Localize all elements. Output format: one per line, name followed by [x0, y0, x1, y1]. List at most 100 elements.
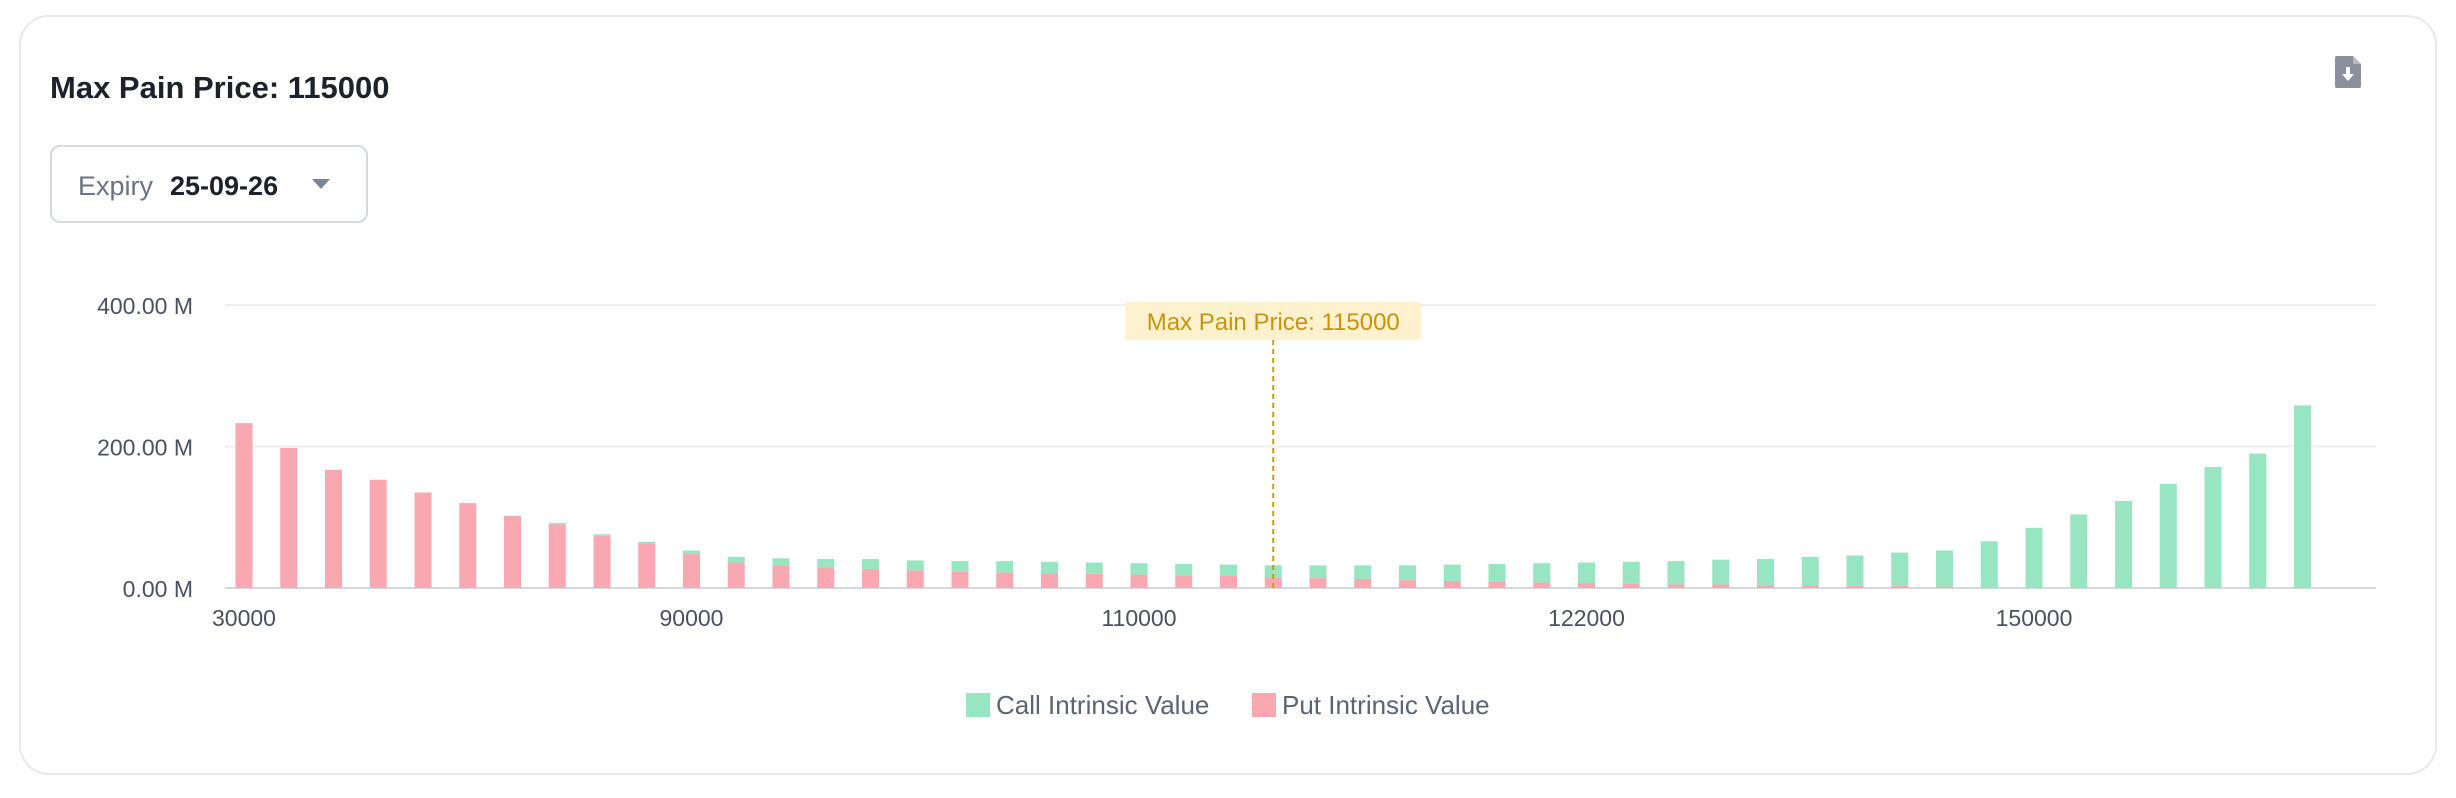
put-bar: [1085, 573, 1103, 588]
expiry-value: 25-09-26: [170, 171, 279, 201]
put-bar: [1936, 586, 1953, 588]
call-bar: [906, 560, 924, 571]
put-bar: [593, 535, 611, 588]
y-tick-label: 0.00 M: [123, 576, 193, 602]
call-bar: [1220, 564, 1237, 576]
put-bar: [1757, 585, 1774, 588]
y-tick-label: 400.00 M: [97, 293, 193, 319]
put-bar: [235, 423, 253, 588]
call-bar: [1175, 563, 1193, 576]
max-pain-label: Max Pain Price: 115000: [1147, 309, 1400, 336]
call-bar: [2159, 483, 2177, 588]
put-bar: [1578, 583, 1595, 588]
chart-grid: [225, 304, 2376, 589]
call-bar: [1533, 563, 1551, 583]
put-bar: [1488, 581, 1506, 588]
call-bar: [1309, 565, 1327, 579]
put-bar: [414, 492, 432, 588]
call-bar: [1801, 556, 1819, 586]
put-bar: [638, 543, 656, 588]
call-bar: [1443, 564, 1461, 581]
call-bar: [772, 558, 790, 566]
call-bar: [2025, 527, 2043, 588]
call-bar: [2204, 467, 2222, 588]
put-bar: [548, 524, 566, 588]
put-bar: [1130, 574, 1148, 588]
call-bar: [862, 558, 879, 569]
legend-label-put: Put Intrinsic Value: [1282, 689, 1490, 720]
call-bar: [1085, 562, 1103, 574]
put-bar: [504, 515, 521, 588]
call-bar: [1622, 561, 1640, 584]
chart-legend: Call Intrinsic Value Put Intrinsic Value: [0, 688, 2456, 722]
x-tick-label: 150000: [1996, 605, 2073, 631]
put-bar: [1891, 585, 1909, 588]
y-tick-label: 200.00 M: [97, 435, 193, 461]
x-tick-label: 110000: [1101, 605, 1176, 631]
legend-swatch-put: [1252, 693, 1276, 717]
call-bar: [1354, 565, 1372, 579]
call-bar: [1891, 552, 1909, 586]
y-axis-labels: 0.00 M 200.00 M 400.00 M: [97, 293, 193, 602]
call-bar: [1667, 561, 1685, 585]
put-bar: [772, 565, 790, 588]
put-bar: [325, 469, 342, 588]
call-bar: [2249, 453, 2267, 588]
call-bar: [1757, 558, 1774, 586]
call-bar: [817, 558, 835, 568]
call-bar: [996, 561, 1014, 573]
chevron-down-icon: [312, 179, 330, 189]
put-bar: [1220, 575, 1237, 588]
legend-item-put[interactable]: Put Intrinsic Value: [1252, 688, 1490, 722]
put-bar: [1264, 577, 1282, 588]
call-bar: [2294, 405, 2311, 588]
call-bar: [1578, 562, 1595, 584]
legend-label-call: Call Intrinsic Value: [996, 689, 1210, 720]
put-bar: [1041, 573, 1058, 588]
call-bar: [638, 542, 656, 544]
put-bar: [1354, 578, 1372, 588]
put-bar: [280, 447, 298, 588]
put-bar: [862, 568, 879, 588]
call-bar: [1041, 561, 1058, 574]
download-icon[interactable]: [2334, 55, 2362, 89]
max-pain-card: [19, 15, 2437, 775]
legend-item-call[interactable]: Call Intrinsic Value: [966, 688, 1209, 722]
call-bar: [727, 556, 745, 563]
call-bar: [683, 550, 700, 555]
put-bar: [727, 562, 745, 588]
put-bar: [683, 554, 700, 588]
call-bar: [951, 561, 969, 572]
call-bar: [1264, 565, 1282, 578]
put-bar: [1533, 582, 1551, 588]
put-bar: [459, 503, 477, 588]
put-bar: [1801, 585, 1819, 588]
page-title: Max Pain Price: 115000: [50, 70, 390, 105]
call-bar: [593, 534, 611, 536]
x-tick-label: 122000: [1548, 605, 1625, 631]
put-bar: [1667, 584, 1685, 588]
legend-swatch-call: [966, 693, 990, 717]
put-bar: [996, 572, 1014, 588]
x-tick-label: 90000: [660, 605, 724, 631]
x-tick-label: 30000: [212, 605, 276, 631]
put-bar: [1712, 584, 1730, 588]
call-bar: [1130, 563, 1148, 575]
expiry-label: Expiry: [78, 171, 154, 201]
expiry-select[interactable]: Expiry 25-09-26: [50, 145, 368, 223]
call-bar: [1846, 555, 1864, 586]
call-bar: [1488, 563, 1506, 582]
call-bar: [2115, 500, 2132, 588]
put-bar: [1846, 585, 1864, 588]
put-bar: [1175, 575, 1193, 588]
max-pain-marker: Max Pain Price: 115000: [1125, 302, 1422, 588]
call-bar: [1980, 541, 1998, 588]
put-bar: [906, 570, 924, 588]
call-bar: [548, 522, 566, 525]
call-bar: [1936, 550, 1953, 587]
put-bar: [1443, 580, 1461, 588]
max-pain-label-box: [1125, 302, 1422, 340]
put-bar: [1622, 583, 1640, 588]
call-bar: [1712, 559, 1730, 585]
